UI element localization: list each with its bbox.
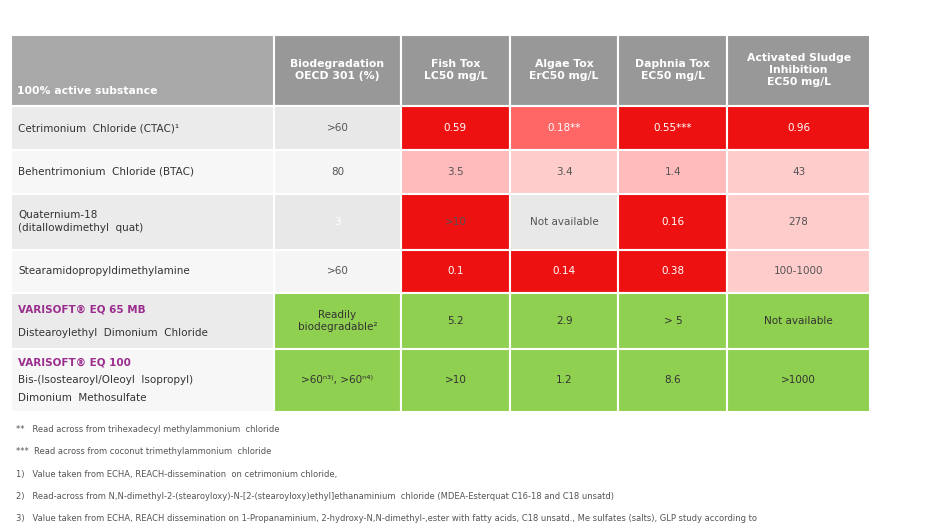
Text: >60ⁿ³⁾, >60ⁿ⁴⁾: >60ⁿ³⁾, >60ⁿ⁴⁾ [301,376,374,385]
Bar [274,106,401,150]
Bar [727,194,870,250]
Text: Algae Tox
ErC50 mg/L: Algae Tox ErC50 mg/L [530,60,598,81]
Text: Activated Sludge
Inhibition
EC50 mg/L: Activated Sludge Inhibition EC50 mg/L [747,54,851,87]
Text: Dimonium  Methosulfate: Dimonium Methosulfate [18,393,146,403]
Text: 1.4: 1.4 [665,167,682,177]
Bar [274,194,401,250]
Text: Daphnia Tox
EC50 mg/L: Daphnia Tox EC50 mg/L [635,60,710,81]
Text: 0.18**: 0.18** [548,123,581,133]
Text: Behentrimonium  Chloride (BTAC): Behentrimonium Chloride (BTAC) [18,167,194,177]
Text: >60: >60 [327,123,348,133]
Text: 8.6: 8.6 [665,376,682,385]
Text: 278: 278 [788,217,809,227]
Bar [727,35,870,106]
Text: 3)   Value taken from ECHA, REACH dissemination on 1-Propanaminium, 2-hydroxy-N,: 3) Value taken from ECHA, REACH dissemin… [16,514,757,523]
Text: VARISOFT® EQ 65 MB: VARISOFT® EQ 65 MB [18,304,145,314]
Bar [274,250,401,293]
Text: 0.1: 0.1 [447,267,464,276]
Bar [618,35,727,106]
Text: 1.2: 1.2 [556,376,572,385]
Bar [727,250,870,293]
Bar [274,349,401,412]
Bar [618,293,727,349]
Text: Cetrimonium  Chloride (CTAC)¹: Cetrimonium Chloride (CTAC)¹ [18,123,179,133]
Bar [274,293,401,349]
Text: > 5: > 5 [664,316,683,326]
Text: >1000: >1000 [782,376,816,385]
Bar [510,106,618,150]
Bar [618,194,727,250]
Bar [401,349,510,412]
Text: >10: >10 [445,376,466,385]
Bar [727,349,870,412]
Text: 3.5: 3.5 [447,167,464,177]
Bar [618,349,727,412]
Bar [11,35,274,106]
Text: 0.55***: 0.55*** [653,123,692,133]
Bar [401,150,510,194]
Bar [11,293,274,349]
Bar [618,250,727,293]
Bar [401,35,510,106]
Text: 0.96: 0.96 [787,123,810,133]
Text: 3.4: 3.4 [556,167,572,177]
Bar [274,35,401,106]
Bar [11,250,274,293]
Bar [727,293,870,349]
Bar [510,293,618,349]
Text: 2)   Read-across from N,N-dimethyl-2-(stearoyloxy)-N-[2-(stearoyloxy)ethyl]ethan: 2) Read-across from N,N-dimethyl-2-(stea… [16,492,614,501]
Bar [401,250,510,293]
Text: 43: 43 [792,167,805,177]
Bar [510,194,618,250]
Text: Not available: Not available [765,316,833,326]
Text: 100-1000: 100-1000 [774,267,823,276]
Bar [727,106,870,150]
Text: 3: 3 [334,217,341,227]
Text: 5.2: 5.2 [447,316,464,326]
Text: 1)   Value taken from ECHA, REACH-dissemination  on cetrimonium chloride,: 1) Value taken from ECHA, REACH-dissemin… [16,470,343,479]
Bar [510,150,618,194]
Text: **   Read across from trihexadecyl methylammonium  chloride: ** Read across from trihexadecyl methyla… [16,425,279,434]
Text: 0.16: 0.16 [662,217,684,227]
Text: 80: 80 [331,167,344,177]
Text: >60: >60 [327,267,348,276]
Bar [510,349,618,412]
Bar [11,150,274,194]
Text: Readily
biodegradable²: Readily biodegradable² [297,310,378,332]
Bar [510,35,618,106]
Bar [618,106,727,150]
Text: 100% active substance: 100% active substance [17,86,158,96]
Bar [401,293,510,349]
Bar [510,250,618,293]
Bar [727,150,870,194]
Bar [11,194,274,250]
Text: ***  Read across from coconut trimethylammonium  chloride: *** Read across from coconut trimethylam… [16,447,272,456]
Text: Distearoylethyl  Dimonium  Chloride: Distearoylethyl Dimonium Chloride [18,328,208,338]
Bar [11,106,274,150]
Text: 0.38: 0.38 [662,267,684,276]
Text: Bis-(Isostearoyl/Oleoyl  Isopropyl): Bis-(Isostearoyl/Oleoyl Isopropyl) [18,376,194,385]
Text: 2.9: 2.9 [556,316,572,326]
Bar [401,106,510,150]
Text: >10: >10 [445,217,466,227]
Text: 0.14: 0.14 [552,267,576,276]
Text: Fish Tox
LC50 mg/L: Fish Tox LC50 mg/L [424,60,487,81]
Bar [274,150,401,194]
Bar [11,349,274,412]
Text: Quaternium-18
(ditallowdimethyl  quat): Quaternium-18 (ditallowdimethyl quat) [18,210,143,233]
Text: Not available: Not available [530,217,598,227]
Bar [401,194,510,250]
Bar [618,150,727,194]
Text: 0.59: 0.59 [444,123,467,133]
Text: Stearamidopropyldimethylamine: Stearamidopropyldimethylamine [18,267,190,276]
Text: VARISOFT® EQ 100: VARISOFT® EQ 100 [18,358,131,368]
Text: Biodegradation
OECD 301 (%): Biodegradation OECD 301 (%) [291,60,384,81]
